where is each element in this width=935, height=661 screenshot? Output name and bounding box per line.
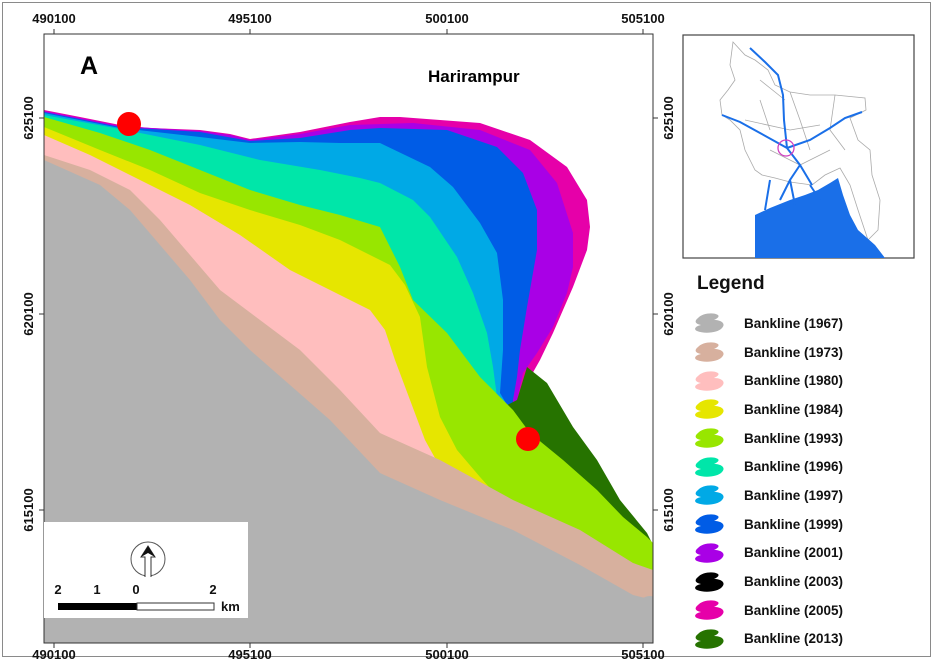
- legend-label: Bankline (1996): [744, 459, 844, 475]
- legend-label: Bankline (1997): [744, 487, 844, 503]
- legend-label: Bankline (1967): [744, 315, 844, 331]
- legend-label: Bankline (2001): [744, 545, 844, 561]
- y-tick-right: 615100: [661, 488, 676, 531]
- y-tick-left: 625100: [21, 96, 36, 139]
- legend-label: Bankline (2005): [744, 602, 844, 618]
- y-tick-left: 615100: [21, 488, 36, 531]
- x-tick-bottom: 490100: [32, 647, 75, 661]
- legend-label: Bankline (1980): [744, 373, 844, 389]
- inset-map: [682, 34, 915, 259]
- scale-label: 2: [209, 582, 216, 597]
- legend-swatch-icon: [695, 629, 724, 649]
- y-tick-right: 620100: [661, 292, 676, 335]
- legend-swatch-icon: [695, 342, 724, 362]
- y-tick-left: 620100: [21, 292, 36, 335]
- legend-swatch-icon: [695, 428, 724, 448]
- legend-item: Bankline (1980): [695, 366, 844, 395]
- north-arrow-icon: [130, 541, 166, 577]
- legend-swatch-icon: [695, 600, 724, 620]
- legend-swatch-icon: [695, 485, 724, 506]
- legend-label: Bankline (2003): [744, 574, 844, 590]
- x-tick-top: 490100: [32, 11, 75, 26]
- legend: Legend Bankline (1967) Bankline (1973) Ban…: [695, 273, 844, 654]
- erosion-marker-west: [117, 112, 141, 136]
- legend-item: Bankline (2005): [695, 596, 844, 625]
- legend-label: Bankline (1973): [744, 344, 844, 360]
- x-tick-top: 505100: [621, 11, 664, 26]
- legend-item: Bankline (1967): [695, 309, 844, 338]
- inset-location-circle: [777, 139, 795, 157]
- x-tick-bottom: 500100: [425, 647, 468, 661]
- legend-item: Bankline (1997): [695, 481, 844, 510]
- y-tick-right: 625100: [661, 96, 676, 139]
- legend-item: Bankline (2013): [695, 625, 844, 654]
- legend-item: Bankline (1999): [695, 510, 844, 539]
- legend-item: Bankline (1996): [695, 452, 844, 481]
- legend-label: Bankline (1984): [744, 401, 844, 417]
- scale-unit: km: [221, 599, 240, 614]
- legend-item: Bankline (2003): [695, 567, 844, 596]
- legend-item: Bankline (1984): [695, 395, 844, 424]
- legend-swatch-icon: [695, 457, 724, 477]
- panel-label: A: [80, 52, 98, 80]
- legend-label: Bankline (1999): [744, 516, 844, 532]
- legend-swatch-icon: [695, 313, 724, 334]
- legend-item: Bankline (1973): [695, 338, 844, 367]
- legend-title: Legend: [697, 273, 765, 294]
- legend-item: Bankline (2001): [695, 539, 844, 568]
- x-tick-top: 500100: [425, 11, 468, 26]
- erosion-marker-east: [516, 427, 540, 451]
- inset-sea: [755, 178, 885, 258]
- scale-label: 1: [93, 582, 100, 597]
- scale-label: 2: [54, 582, 61, 597]
- legend-label: Bankline (2013): [744, 631, 844, 647]
- scale-bar-black: [58, 603, 137, 610]
- legend-swatch-icon: [695, 543, 724, 563]
- legend-item: Bankline (1993): [695, 424, 844, 453]
- x-tick-bottom: 505100: [621, 647, 664, 661]
- x-tick-bottom: 495100: [228, 647, 271, 661]
- legend-swatch-icon: [695, 399, 724, 420]
- place-label: Harirampur: [428, 67, 520, 86]
- scale-bar-white: [136, 602, 215, 611]
- legend-label: Bankline (1993): [744, 430, 844, 446]
- x-tick-top: 495100: [228, 11, 271, 26]
- axis-ticks: [39, 29, 658, 648]
- bankline-1967-blob: [638, 596, 653, 620]
- legend-swatch-icon: [695, 514, 724, 534]
- legend-swatch-icon: [695, 371, 724, 391]
- legend-swatch-icon: [695, 571, 724, 592]
- scale-label: 0: [132, 582, 139, 597]
- inset-rivers: [721, 47, 863, 211]
- map-frame: [43, 33, 654, 644]
